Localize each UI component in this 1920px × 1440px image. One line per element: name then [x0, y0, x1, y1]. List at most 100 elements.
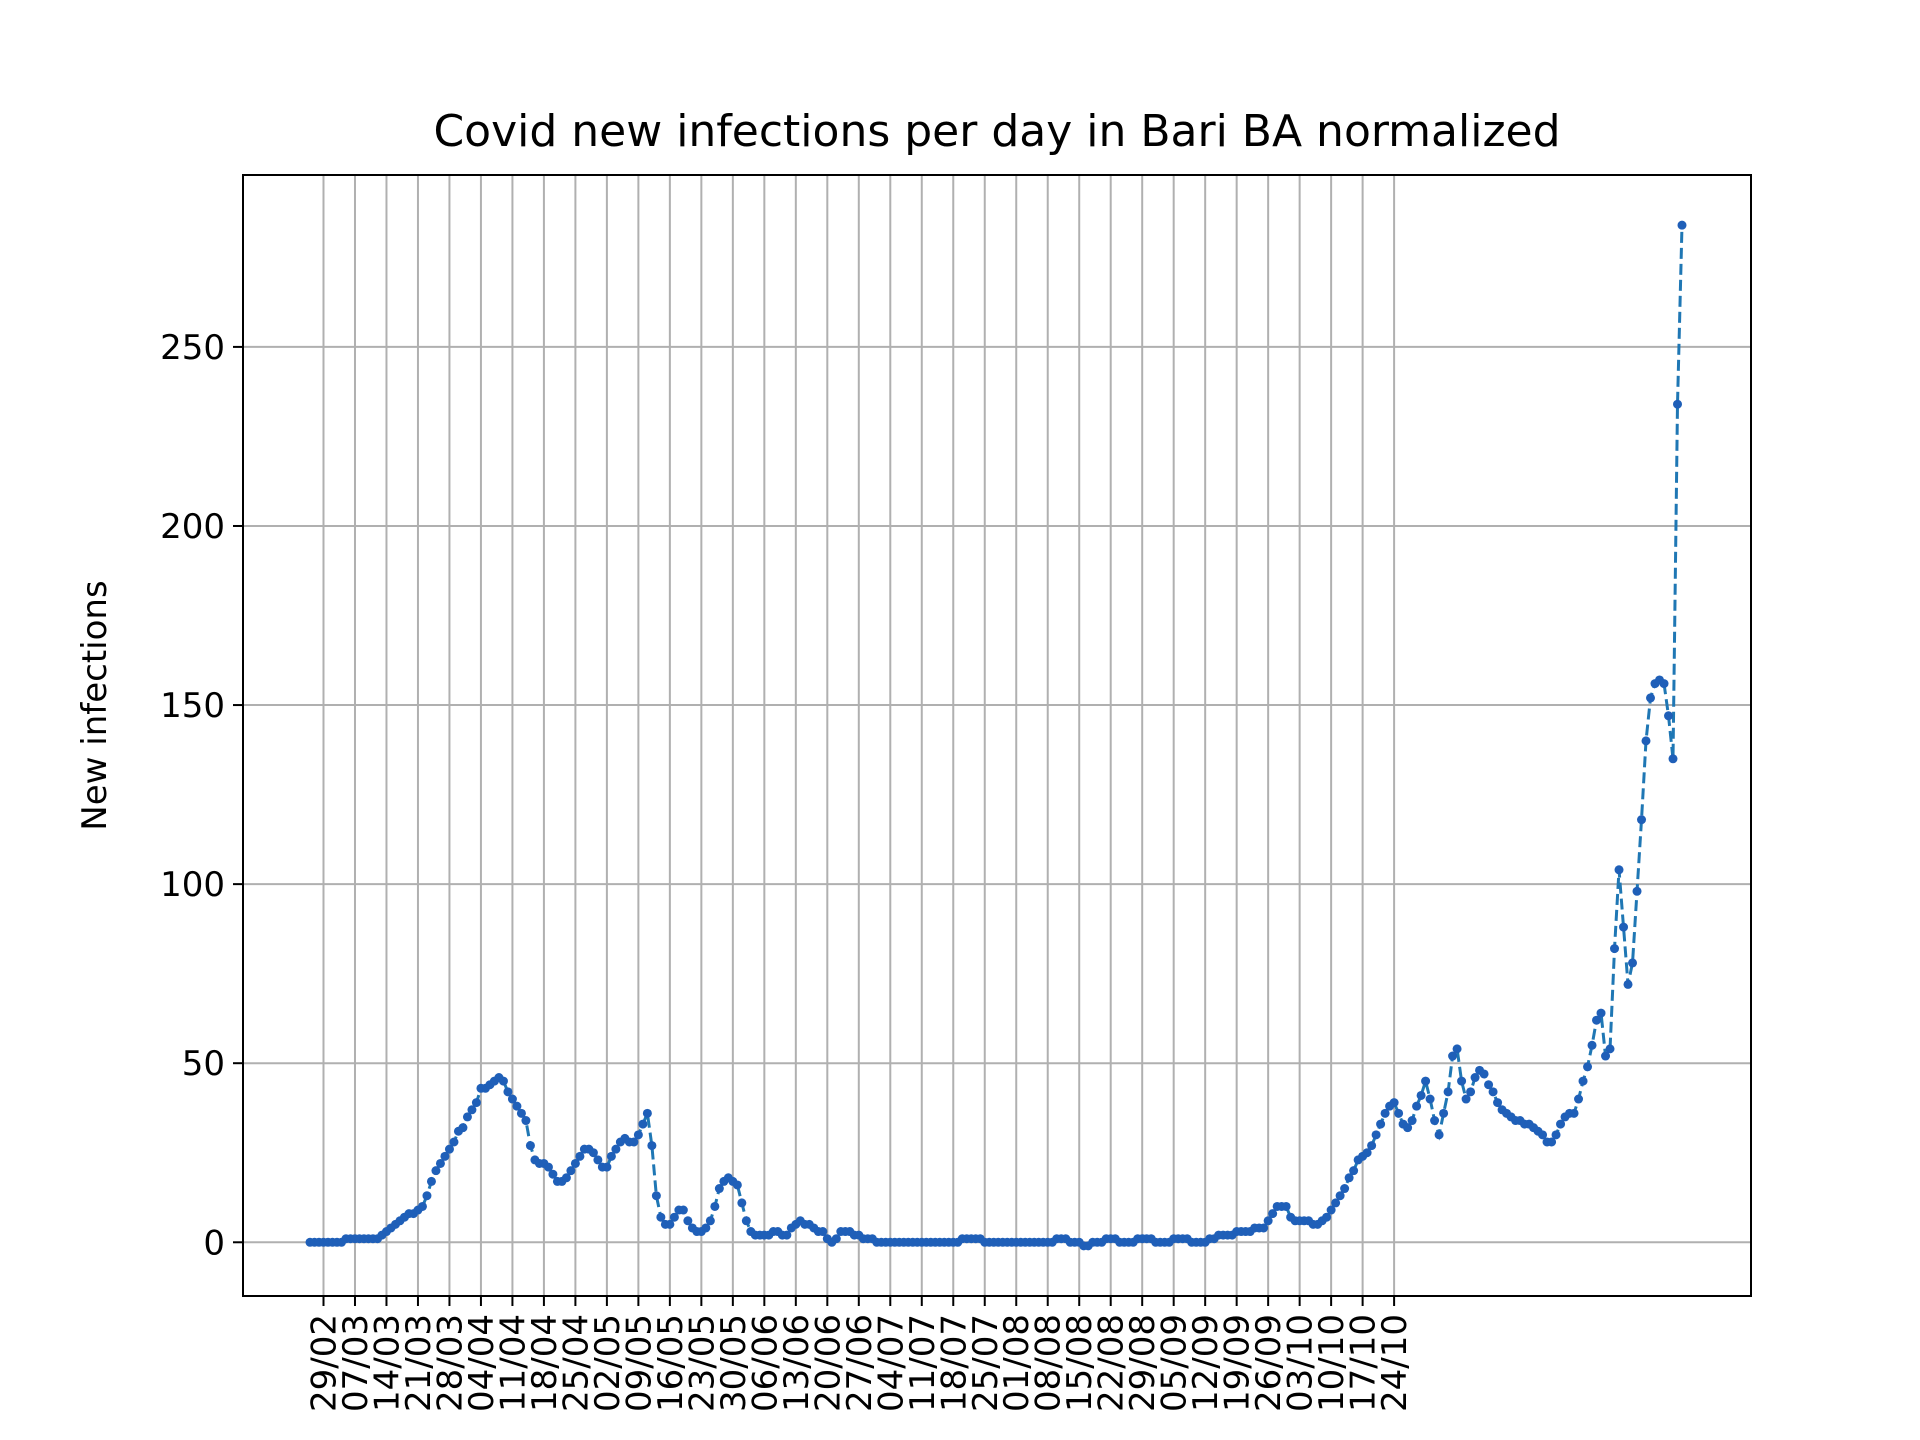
- x-tick-label: 25/04: [556, 1314, 596, 1412]
- data-point: [570, 1158, 580, 1168]
- x-tick-label: 29/08: [1123, 1314, 1163, 1412]
- data-point: [1578, 1076, 1588, 1086]
- data-point: [1493, 1098, 1503, 1108]
- data-point: [1362, 1148, 1372, 1158]
- data-point: [561, 1173, 571, 1183]
- data-point: [1367, 1141, 1377, 1151]
- x-tick-label: 27/06: [840, 1314, 880, 1412]
- data-point: [1263, 1216, 1273, 1226]
- data-point: [669, 1212, 679, 1222]
- data-point: [1592, 1015, 1602, 1025]
- data-point: [1556, 1119, 1566, 1129]
- x-tick-label: 30/05: [714, 1314, 754, 1412]
- data-point: [471, 1098, 481, 1108]
- y-axis-label: New infections: [75, 580, 115, 830]
- y-tick-label: 100: [160, 865, 225, 905]
- x-tick-label: 22/08: [1092, 1314, 1132, 1412]
- data-point: [422, 1191, 432, 1201]
- data-point: [1344, 1173, 1354, 1183]
- data-point: [435, 1158, 445, 1168]
- data-point: [417, 1201, 427, 1211]
- x-tick-label: 15/08: [1060, 1314, 1100, 1412]
- data-point: [1673, 399, 1683, 409]
- data-point: [1623, 979, 1633, 989]
- data-point: [1335, 1191, 1345, 1201]
- y-tick-label: 0: [203, 1223, 225, 1263]
- data-point: [516, 1108, 526, 1118]
- data-point: [1394, 1108, 1404, 1118]
- x-tick-label: 08/08: [1029, 1314, 1069, 1412]
- data-point: [642, 1108, 652, 1118]
- y-axis: 0 50 100 150 200 250: [160, 328, 243, 1263]
- data-point: [1389, 1098, 1399, 1108]
- data-point: [1547, 1137, 1557, 1147]
- data-point: [1583, 1062, 1593, 1072]
- x-tick-label: 16/05: [651, 1314, 691, 1412]
- data-point: [444, 1144, 454, 1154]
- plot-frame: [242, 174, 1752, 1297]
- data-point: [593, 1155, 603, 1165]
- data-point: [606, 1151, 616, 1161]
- data-point: [1452, 1044, 1462, 1054]
- data-point: [1668, 754, 1678, 764]
- data-point: [1376, 1119, 1386, 1129]
- y-tick-label: 150: [160, 686, 225, 726]
- data-point: [588, 1148, 598, 1158]
- data-point: [1587, 1040, 1597, 1050]
- x-tick-label: 18/07: [934, 1314, 974, 1412]
- x-tick-label: 26/09: [1249, 1314, 1289, 1412]
- grid-lines: [243, 175, 1751, 1296]
- data-point: [1281, 1201, 1291, 1211]
- y-tick-label: 50: [182, 1044, 225, 1084]
- data-point: [543, 1162, 553, 1172]
- data-point: [512, 1101, 522, 1111]
- data-point: [633, 1130, 643, 1140]
- data-point: [1430, 1116, 1440, 1126]
- x-tick-label: 21/03: [399, 1314, 439, 1412]
- y-tick-label: 250: [160, 328, 225, 368]
- data-point: [1484, 1080, 1494, 1090]
- data-point: [714, 1184, 724, 1194]
- data-point: [548, 1169, 558, 1179]
- data-point: [440, 1151, 450, 1161]
- x-tick-label: 02/05: [588, 1314, 628, 1412]
- data-point: [521, 1116, 531, 1126]
- x-axis: 29/0207/0314/0321/0328/0304/0411/0418/04…: [304, 1296, 1415, 1412]
- data-point: [1448, 1051, 1458, 1061]
- x-tick-label: 07/03: [336, 1314, 376, 1412]
- data-point: [1574, 1094, 1584, 1104]
- x-tick-label: 14/03: [367, 1314, 407, 1412]
- data-point: [1569, 1108, 1579, 1118]
- data-point: [651, 1191, 661, 1201]
- data-point: [1259, 1223, 1269, 1233]
- data-point: [1538, 1130, 1548, 1140]
- x-tick-label: 23/05: [682, 1314, 722, 1412]
- data-point: [1628, 958, 1638, 968]
- x-tick-label: 10/10: [1312, 1314, 1352, 1412]
- x-tick-label: 24/10: [1375, 1314, 1415, 1412]
- data-point: [1610, 944, 1620, 954]
- data-point: [1434, 1130, 1444, 1140]
- data-point: [1439, 1108, 1449, 1118]
- data-point: [701, 1223, 711, 1233]
- x-tick-label: 17/10: [1344, 1314, 1384, 1412]
- data-point: [647, 1141, 657, 1151]
- data-point: [1551, 1130, 1561, 1140]
- data-point: [1641, 736, 1651, 746]
- data-point: [431, 1166, 441, 1176]
- data-point: [462, 1112, 472, 1122]
- series-line: [310, 225, 1684, 1248]
- x-tick-label: 18/04: [525, 1314, 565, 1412]
- data-point: [1425, 1094, 1435, 1104]
- data-point: [1412, 1101, 1422, 1111]
- data-point: [1619, 922, 1629, 932]
- x-tick-label: 01/08: [997, 1314, 1037, 1412]
- data-point: [1403, 1123, 1413, 1133]
- data-point: [1479, 1069, 1489, 1079]
- data-point: [1421, 1076, 1431, 1086]
- data-point: [1664, 711, 1674, 721]
- data-point: [1659, 679, 1669, 689]
- data-point: [638, 1119, 648, 1129]
- data-point: [1470, 1073, 1480, 1083]
